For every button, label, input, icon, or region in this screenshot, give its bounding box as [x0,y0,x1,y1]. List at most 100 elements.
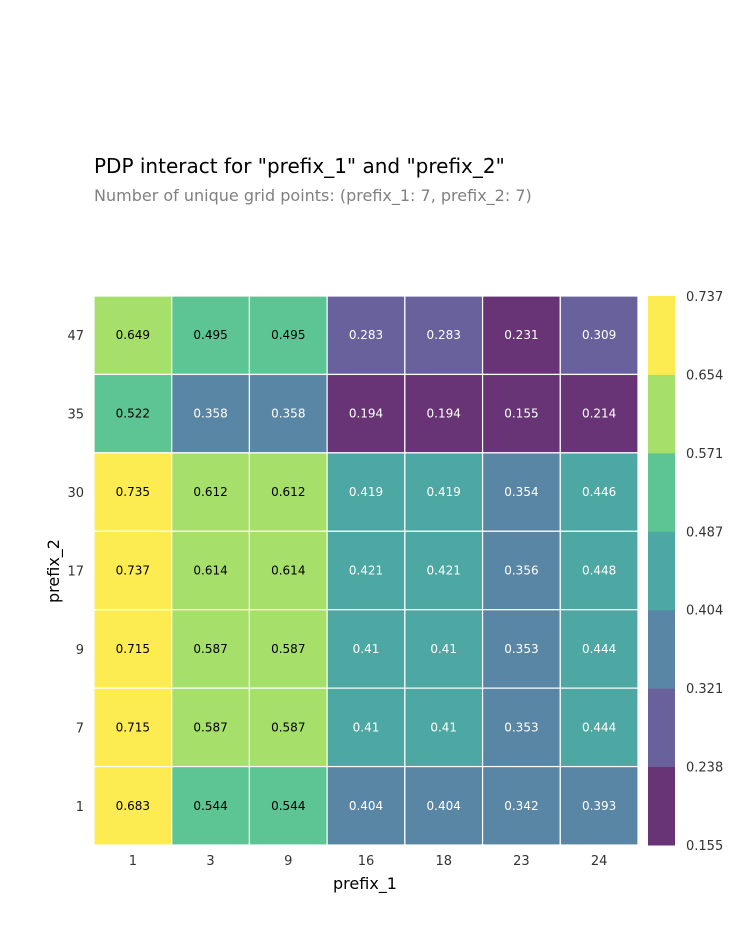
colorbar-band [648,296,675,375]
cell-value-label: 0.358 [193,407,227,421]
heatmap-cell [171,530,251,611]
heatmap-cell [326,373,406,454]
cell-value-label: 0.683 [116,799,150,813]
heatmap-cell [326,609,406,689]
cell-value-label: 0.231 [504,328,538,342]
cell-value-label: 0.309 [582,328,616,342]
heatmap-cell [248,373,328,454]
cell-value-label: 0.356 [504,564,538,578]
x-tick-label: 1 [129,854,137,869]
cell-value-label: 0.354 [504,485,538,499]
cell-value-label: 0.444 [582,642,616,656]
cell-value-label: 0.737 [116,564,150,578]
heatmap-cell [93,530,173,611]
colorbar-ticks: 0.737 0.654 0.571 0.487 0.404 0.321 0.238 0.155 [686,290,723,854]
colorbar-tick-label: 0.238 [686,761,723,776]
heatmap-cell [93,295,173,376]
colorbar [648,296,675,846]
heatmap-cell [404,765,484,846]
cell-value-label: 0.612 [271,485,305,499]
heatmap-cell [404,530,484,611]
cell-value-label: 0.419 [349,485,383,499]
y-tick-label: 9 [76,643,84,658]
cell-value-label: 0.283 [349,328,383,342]
heatmap-cell [248,609,328,689]
cell-value-label: 0.214 [582,407,616,421]
cell-value-label: 0.419 [427,485,461,499]
cell-value-label: 0.544 [193,799,227,813]
x-tick-label: 9 [284,854,292,869]
colorbar-band [648,688,675,768]
cell-value-label: 0.614 [271,564,305,578]
heatmap-cell [559,530,639,611]
heatmap-cell [248,765,328,846]
heatmap-cell [93,452,173,532]
cell-value-label: 0.41 [353,642,380,656]
x-tick-label: 3 [206,854,214,869]
cell-value-label: 0.495 [271,328,305,342]
cell-value-label: 0.194 [427,407,461,421]
cell-value-label: 0.393 [582,799,616,813]
heatmap-cell [326,765,406,846]
heatmap-cell [171,687,251,768]
cell-value-label: 0.353 [504,720,538,734]
cell-value-label: 0.155 [504,407,538,421]
colorbar-band [648,452,675,532]
heatmap-cell [481,530,561,611]
cell-value-label: 0.612 [193,485,227,499]
cell-value-label: 0.283 [427,328,461,342]
heatmap-cell [93,609,173,689]
x-tick-label: 18 [435,854,452,869]
colorbar-tick-label: 0.654 [686,368,723,383]
cell-value-label: 0.342 [504,799,538,813]
y-tick-label: 35 [67,408,84,423]
cell-value-label: 0.194 [349,407,383,421]
cell-value-label: 0.587 [193,642,227,656]
cell-value-label: 0.358 [271,407,305,421]
cell-value-label: 0.715 [116,720,150,734]
colorbar-tick-label: 0.404 [686,604,723,619]
colorbar-tick-label: 0.487 [686,525,723,540]
cell-value-label: 0.41 [430,720,457,734]
heatmap-cell [481,609,561,689]
y-tick-label: 17 [67,565,84,580]
heatmap-cell [404,609,484,689]
cell-value-label: 0.715 [116,642,150,656]
cell-value-label: 0.404 [427,799,461,813]
heatmap-cell [93,687,173,768]
cell-value-label: 0.587 [271,720,305,734]
heatmap-cell [326,452,406,532]
colorbar-band [648,374,675,454]
heatmap-cell [93,373,173,454]
cell-value-label: 0.41 [430,642,457,656]
colorbar-tick-label: 0.571 [686,447,723,462]
colorbar-tick-label: 0.321 [686,682,723,697]
cell-value-label: 0.446 [582,485,616,499]
cell-value-label: 0.421 [427,564,461,578]
x-axis-ticks: 1 3 9 16 18 23 24 [129,854,608,869]
cell-value-label: 0.522 [116,407,150,421]
heatmap-cell [171,373,251,454]
x-axis-label: prefix_1 [333,874,397,894]
y-tick-label: 47 [67,329,84,344]
heatmap-cell [248,452,328,532]
x-tick-label: 24 [591,854,608,869]
chart-title: PDP interact for "prefix_1" and "prefix_… [94,154,505,178]
heatmap-cell [404,452,484,532]
heatmap-cell-labels: 0.649 0.495 0.495 0.283 0.283 0.231 0.309 0.522… [116,328,617,813]
cell-value-label: 0.444 [582,720,616,734]
y-tick-label: 7 [76,721,84,736]
cell-value-label: 0.495 [193,328,227,342]
heatmap-cell [481,765,561,846]
heatmap-cell [559,609,639,689]
cell-value-label: 0.587 [271,642,305,656]
cell-value-label: 0.649 [116,328,150,342]
x-tick-label: 16 [358,854,375,869]
heatmap-cell [559,452,639,532]
y-axis-label: prefix_2 [44,539,64,603]
heatmap-cell [481,452,561,532]
heatmap-cell [326,530,406,611]
y-tick-label: 30 [67,486,84,501]
heatmap-cell [248,530,328,611]
